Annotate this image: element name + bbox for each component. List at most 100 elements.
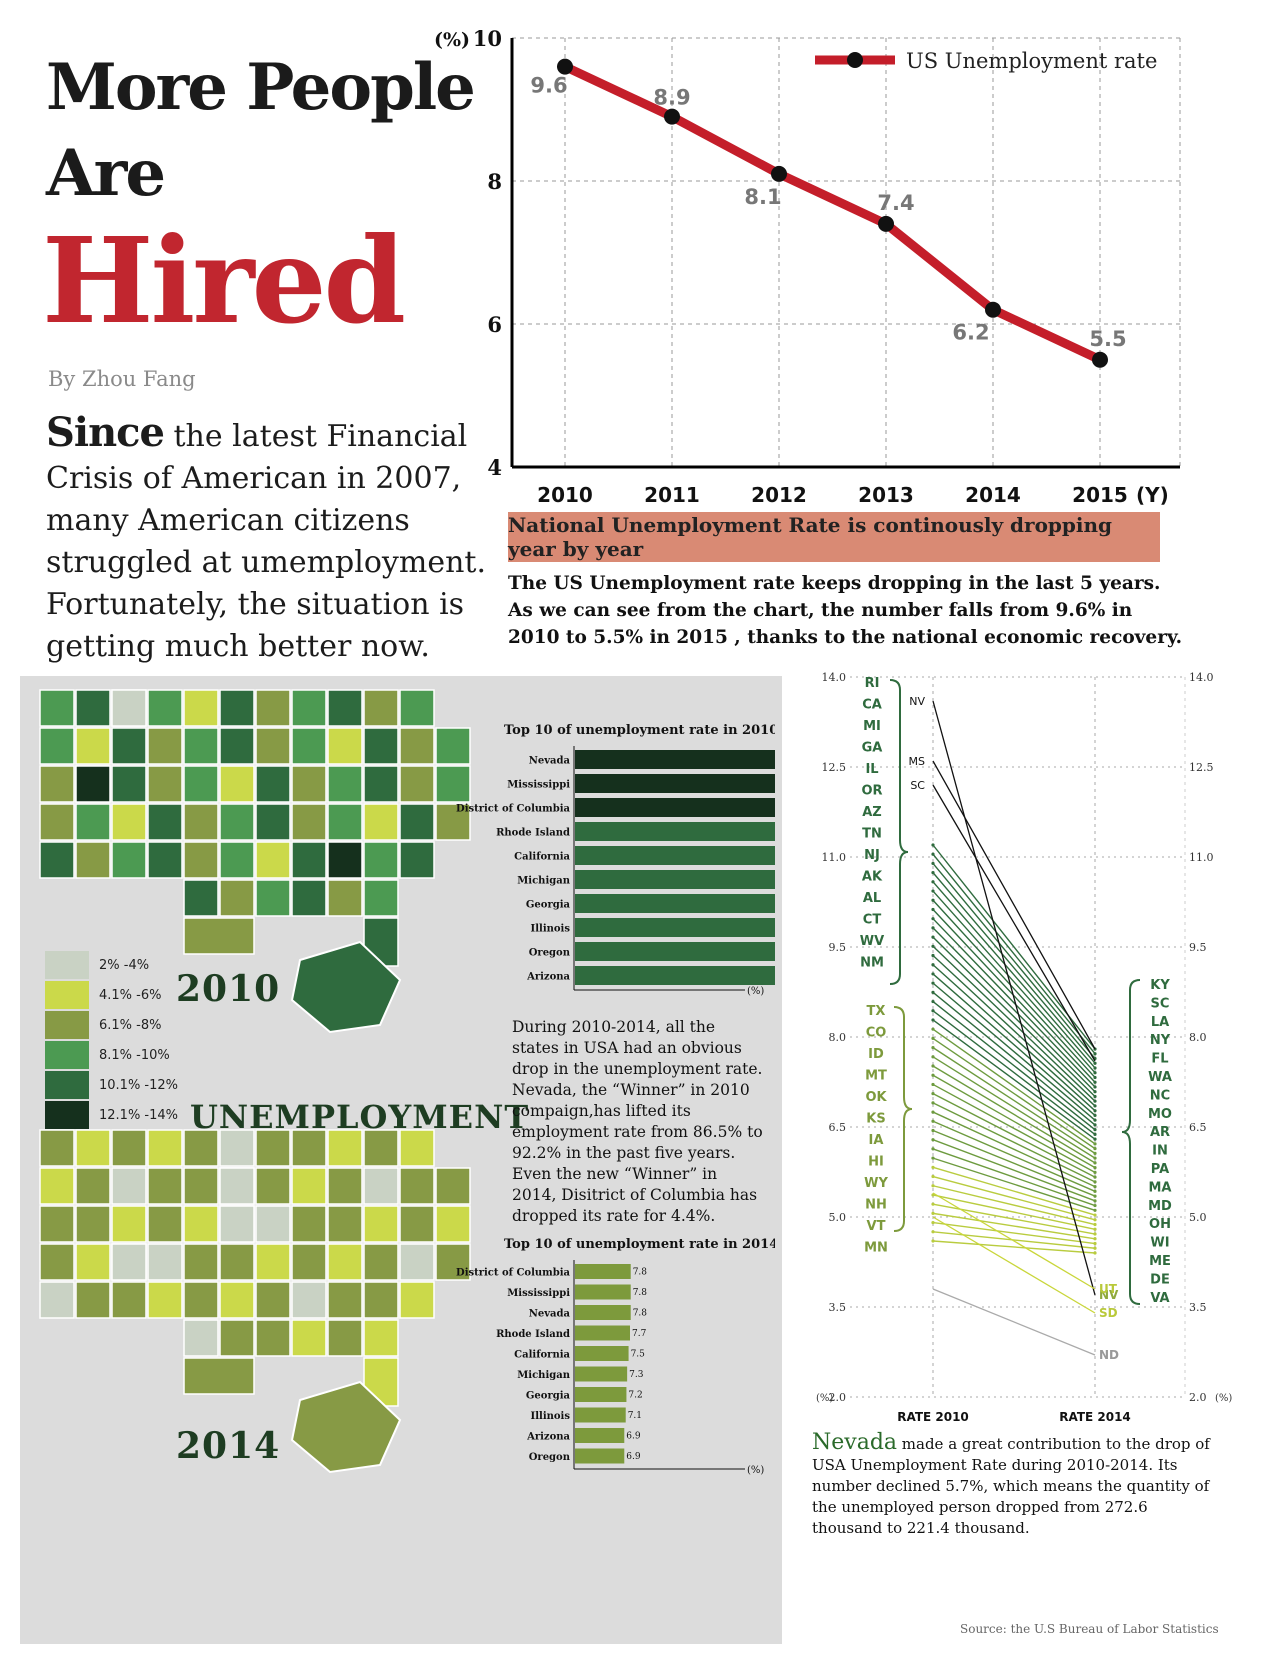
slope-group-label: NH [865, 1198, 887, 1213]
state-slope-line [932, 1001, 1096, 1131]
slope-label-2014: SD [1099, 1306, 1118, 1320]
state-slope-dot [1093, 1061, 1097, 1065]
slope-group-label: AK [862, 870, 883, 885]
state-shape [219, 1281, 255, 1319]
bar [575, 918, 775, 937]
bar-category-label: Illinois [531, 1411, 571, 1422]
x-tick-label: 2014 [965, 483, 1021, 507]
state-shape [183, 765, 219, 803]
state-slope-dot [931, 1202, 935, 1206]
state-shape [183, 1167, 219, 1205]
state-slope-line [932, 1129, 1096, 1197]
state-slope-line [932, 862, 1096, 1059]
state-shape [147, 1129, 183, 1167]
state-shape [255, 1243, 291, 1281]
state-shape [399, 1129, 435, 1167]
data-point [878, 215, 894, 232]
state-shape [183, 1281, 219, 1319]
bar-category-label: Oregon [529, 1452, 571, 1463]
state-shape [39, 1167, 75, 1205]
state-slope-line [932, 991, 1096, 1126]
state-slope-dot [931, 1064, 935, 1068]
data-label: 6.2 [952, 321, 989, 345]
alaska-shape [290, 940, 402, 1034]
bar-category-label: Rhode Island [496, 828, 570, 839]
state-slope-line [932, 881, 1096, 1069]
state-shape [291, 727, 327, 765]
state-shape [327, 727, 363, 765]
group-brace [1121, 979, 1141, 1305]
state-shape [327, 689, 363, 727]
state-slope-line [932, 1120, 1096, 1192]
state-slope-dot [931, 907, 935, 912]
state-slope-dot [1093, 1094, 1097, 1099]
legend-label: 8.1% -10% [99, 1047, 170, 1063]
bar [575, 822, 775, 841]
state-slope-line [932, 954, 1096, 1107]
state-slope-dot [1093, 1237, 1097, 1241]
bar-category-label: District of Columbia [456, 804, 571, 815]
data-point [1092, 351, 1108, 368]
state-slope-dot [1093, 1208, 1097, 1212]
state-shape [183, 879, 219, 917]
slope-group-label: IA [869, 1133, 884, 1148]
state-shape [75, 1281, 111, 1319]
slope-group-label: ID [868, 1047, 884, 1062]
state-shape [363, 1281, 399, 1319]
data-point [985, 301, 1001, 318]
legend-swatch [45, 1071, 89, 1099]
y-tick-label: 8 [487, 169, 502, 194]
labeled-slope-line [932, 1192, 1096, 1290]
state-shape [327, 1129, 363, 1167]
y-tick-label: 6 [487, 312, 502, 337]
state-slope-dot [931, 1147, 935, 1151]
state-shape [363, 727, 399, 765]
state-slope-dot [1093, 1175, 1097, 1179]
slope-group-label: LA [1151, 1015, 1169, 1030]
slope-label-2010: MS [909, 755, 925, 768]
bar [575, 1325, 630, 1341]
state-shape [363, 803, 399, 841]
state-shape [363, 1243, 399, 1281]
map-legend: 2% -4% 4.1% -6% 6.1% -8% 8.1% -10% 10.1%… [45, 950, 178, 1130]
state-slope-dot [931, 972, 935, 976]
state-shape [291, 803, 327, 841]
slope-group-label: VA [1150, 1291, 1169, 1306]
bar-value-label: 6.9 [626, 1432, 641, 1442]
labeled-slope-line [932, 1216, 1096, 1314]
state-slope-dot [931, 861, 935, 866]
state-shape [291, 1281, 327, 1319]
state-shape [291, 1205, 327, 1243]
state-slope-line [932, 927, 1096, 1093]
state-shape [435, 727, 471, 765]
bar-category-label: Arizona [526, 1432, 570, 1443]
state-slope-line [932, 1111, 1096, 1188]
state-slope-line [932, 982, 1096, 1121]
slope-group-label: MN [864, 1241, 888, 1256]
bar [575, 1448, 625, 1464]
legend-label: 12.1% -14% [99, 1107, 179, 1123]
legend-label: 10.1% -12% [99, 1077, 179, 1093]
slope-group-label: KY [1150, 978, 1170, 993]
bar-category-label: Oregon [529, 948, 571, 959]
group-brace [893, 1006, 913, 1232]
slope-group-label: KS [866, 1112, 885, 1127]
state-shape [183, 1129, 219, 1167]
state-slope-dot [1093, 1218, 1097, 1222]
state-slope-dot [1093, 1113, 1097, 1118]
legend-item: 4.1% -6% [45, 980, 178, 1010]
state-shape [255, 803, 291, 841]
bar-value-label: 7.8 [633, 1288, 648, 1298]
state-slope-line [932, 1065, 1096, 1164]
state-shape [219, 1129, 255, 1167]
state-slope-dot [931, 1082, 935, 1087]
state-shape [363, 1319, 399, 1357]
state-shape [435, 765, 471, 803]
state-slope-line [932, 918, 1096, 1088]
source-note: Source: the U.S Bureau of Labor Statisti… [960, 1622, 1219, 1636]
state-shape [111, 1281, 147, 1319]
state-shape [399, 1167, 435, 1205]
state-slope-dot [931, 880, 935, 884]
slope-group-label: MT [865, 1069, 887, 1084]
slope-group-label: HI [868, 1155, 884, 1170]
